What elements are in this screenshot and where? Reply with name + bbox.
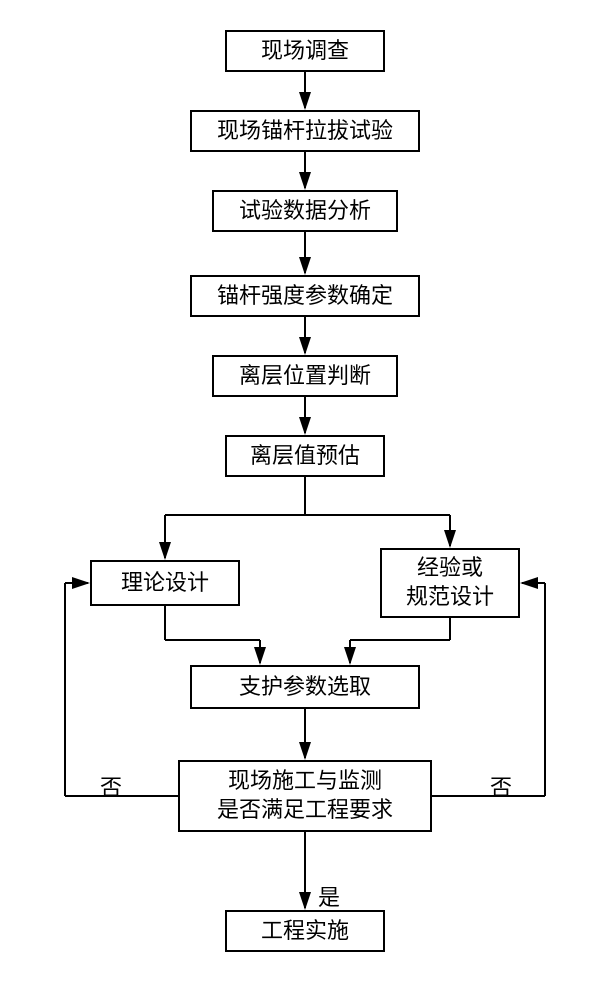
node-theory-design: 理论设计: [90, 560, 240, 606]
node-label: 理论设计: [121, 569, 209, 598]
node-data-analysis: 试验数据分析: [212, 190, 398, 232]
label-no-left: 否: [100, 770, 122, 802]
label-yes: 是: [318, 880, 340, 912]
node-label: 试验数据分析: [239, 197, 371, 226]
node-pullout-test: 现场锚杆拉拔试验: [190, 110, 420, 152]
node-label: 工程实施: [261, 917, 349, 946]
label-no-right: 否: [490, 770, 512, 802]
node-support-param: 支护参数选取: [190, 665, 420, 709]
node-label: 离层位置判断: [239, 362, 371, 391]
node-label: 经验或 规范设计: [406, 554, 494, 611]
node-survey: 现场调查: [225, 30, 385, 72]
node-label: 现场锚杆拉拔试验: [217, 117, 393, 146]
node-separation-pos: 离层位置判断: [212, 355, 398, 397]
node-construction: 现场施工与监测 是否满足工程要求: [178, 760, 432, 832]
node-implementation: 工程实施: [225, 910, 385, 952]
node-strength-param: 锚杆强度参数确定: [190, 275, 420, 317]
node-empirical-design: 经验或 规范设计: [380, 548, 520, 618]
node-label: 支护参数选取: [239, 673, 371, 702]
node-separation-est: 离层值预估: [225, 435, 385, 477]
node-label: 离层值预估: [250, 442, 360, 471]
node-label: 现场施工与监测 是否满足工程要求: [217, 767, 393, 824]
node-label: 锚杆强度参数确定: [217, 282, 393, 311]
node-label: 现场调查: [261, 37, 349, 66]
